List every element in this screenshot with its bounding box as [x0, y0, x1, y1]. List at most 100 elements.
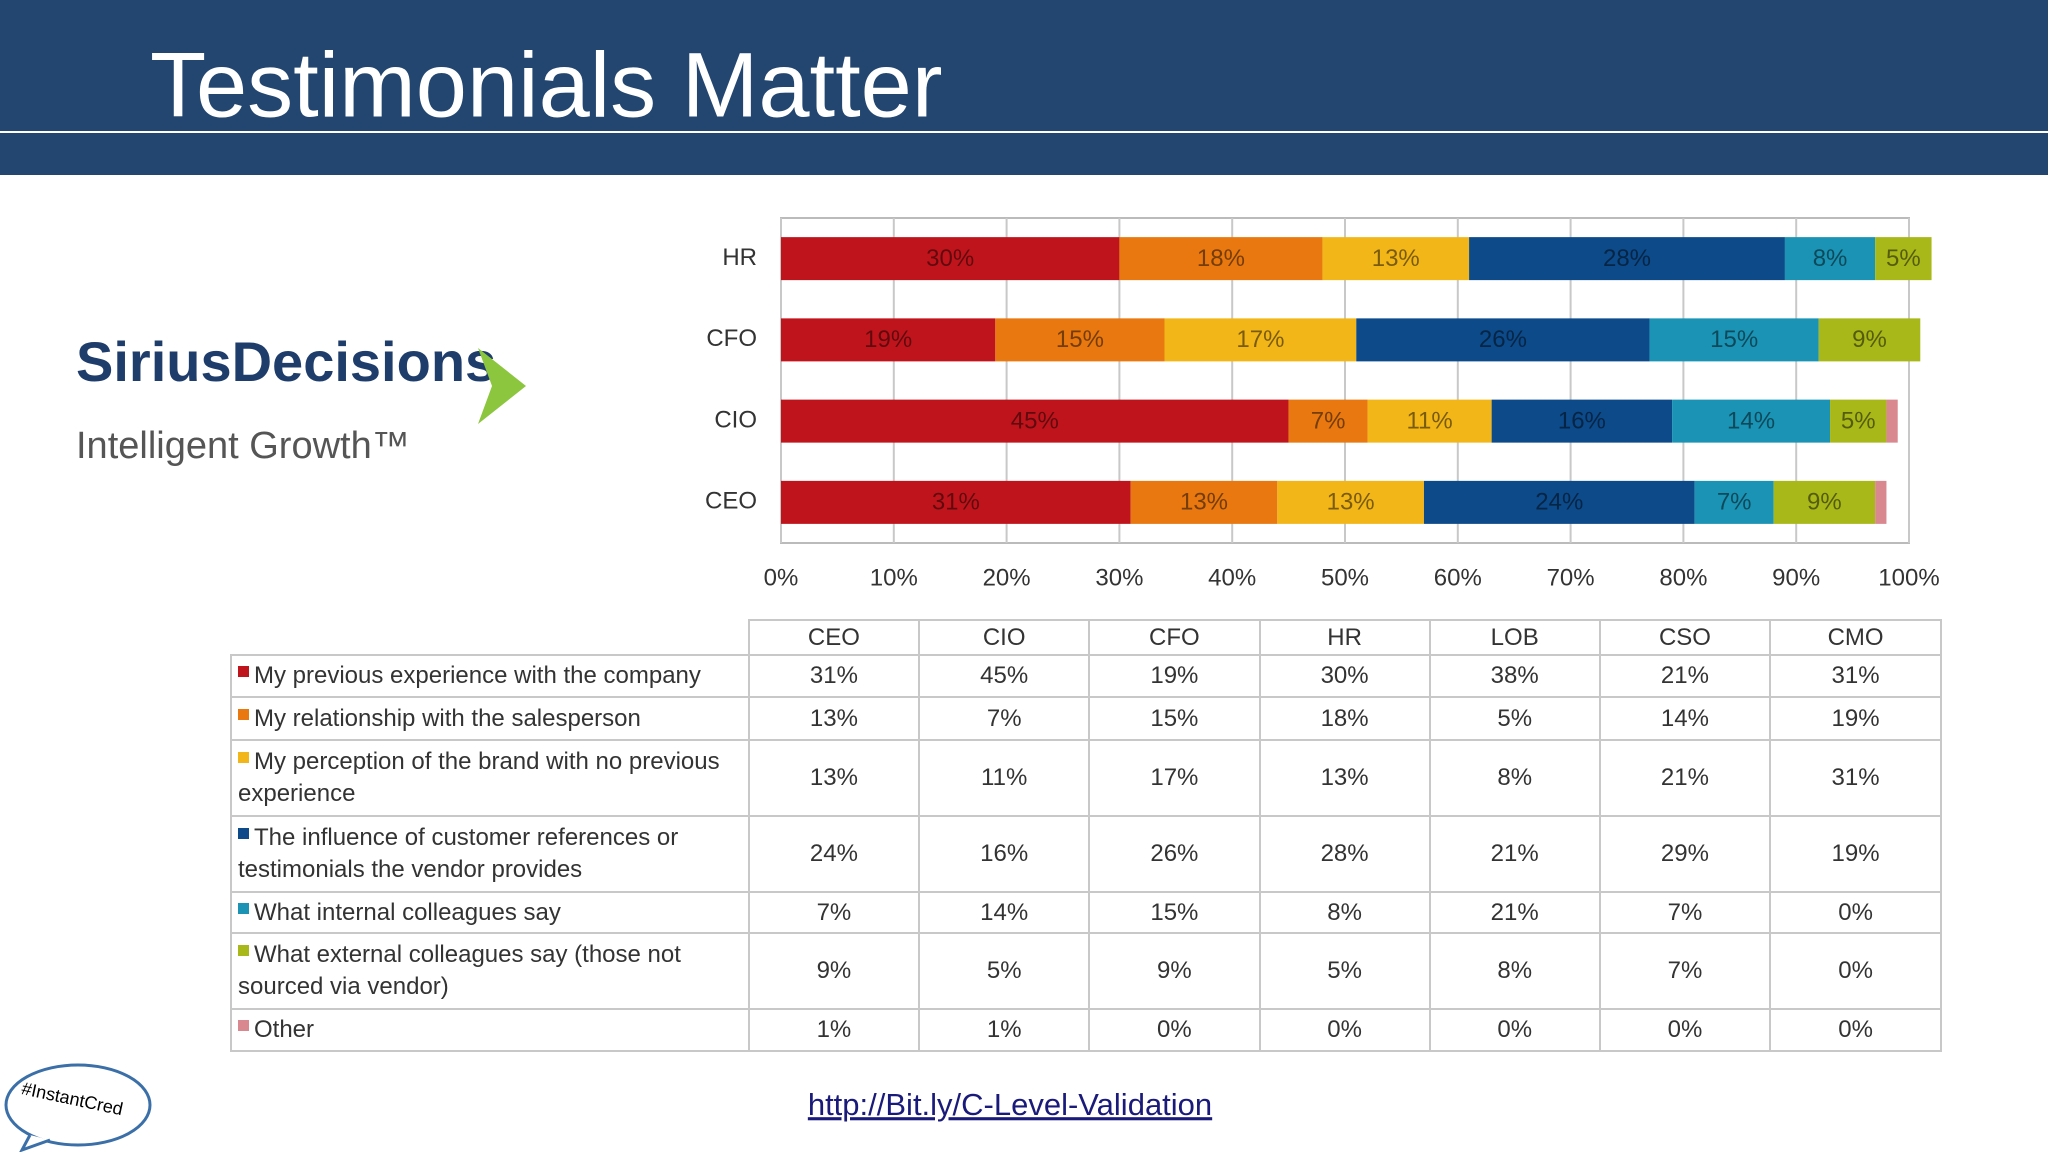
table-cell: 1%: [747, 1008, 921, 1052]
x-tick-label: 70%: [1547, 564, 1595, 591]
y-tick-label: CEO: [705, 488, 757, 515]
table-cell: 13%: [747, 696, 921, 741]
link[interactable]: http://Bit.ly/C-Level-Validation: [808, 1087, 1212, 1122]
table-cell: 31%: [747, 654, 921, 698]
speech-bubble: [4, 1063, 152, 1147]
row-label: What internal colleagues say: [254, 898, 561, 926]
table-cell: 29%: [1598, 815, 1772, 893]
table-cell: 24%: [747, 815, 921, 893]
bar-segment: [1784, 237, 1876, 281]
bar-segment: [781, 480, 1131, 524]
bar-value-label: 19%: [864, 326, 912, 353]
bar-segment: [1423, 480, 1695, 524]
bar-value-label: 31%: [932, 489, 980, 516]
table-cell: 7%: [747, 891, 921, 934]
table-cell: 0%: [1769, 891, 1942, 934]
legend-swatch: [238, 1020, 249, 1031]
bubble-tail: [19, 1134, 51, 1152]
bar-value-label: 13%: [1327, 489, 1375, 516]
bar-segment: [1491, 399, 1673, 443]
bar-value-label: 14%: [1727, 407, 1775, 434]
row-label: My relationship with the salesperson: [254, 704, 641, 732]
table-cell: 31%: [1769, 654, 1942, 698]
legend-swatch: [238, 945, 249, 956]
row-label-cell: My perception of the brand with no previ…: [230, 739, 750, 817]
table-cell: 18%: [1258, 696, 1431, 741]
y-tick-label: CIO: [714, 406, 757, 433]
bar-value-label: 13%: [1180, 489, 1228, 516]
x-tick-label: 60%: [1434, 564, 1482, 591]
table-cell: 31%: [1769, 739, 1942, 817]
bar-segment: [1649, 318, 1819, 362]
bar-value-label: 15%: [1710, 326, 1758, 353]
table-cell: 19%: [1769, 696, 1942, 741]
y-tick-label: CFO: [706, 325, 757, 352]
bar-segment: [1356, 318, 1650, 362]
table-cell: 0%: [1258, 1008, 1431, 1052]
table-cell: 21%: [1428, 891, 1601, 934]
table-cell: 19%: [1088, 654, 1261, 698]
bar-segment: [1694, 480, 1774, 524]
bar-segment: [781, 399, 1289, 443]
legend-swatch: [238, 752, 249, 763]
bar-segment: [1875, 480, 1887, 524]
table-cell: 21%: [1428, 815, 1601, 893]
table-row: My perception of the brand with no previ…: [230, 739, 1942, 817]
bar-segment: [1367, 399, 1492, 443]
bar-segment: [1322, 237, 1470, 281]
table-cell: 21%: [1598, 654, 1772, 698]
logo-arrow: [478, 348, 526, 424]
x-tick-label: 90%: [1772, 564, 1820, 591]
link-text[interactable]: http://Bit.ly/C-Level-Validation: [808, 1087, 1212, 1122]
table-cell: 0%: [1598, 1008, 1772, 1052]
table-cell: 0%: [1088, 1008, 1261, 1052]
bar-value-label: 5%: [1841, 407, 1876, 434]
table-row: What internal colleagues say 7% 14% 15% 8% 21…: [230, 891, 1942, 934]
bar-segment: [1672, 399, 1831, 443]
bar-value-label: 18%: [1197, 245, 1245, 272]
table-cell: 38%: [1428, 654, 1601, 698]
table-row: The influence of customer references or …: [230, 815, 1942, 893]
table-cell: 16%: [918, 815, 1091, 893]
bar-segment: [1886, 399, 1898, 443]
bar-segment: [1119, 237, 1323, 281]
legend-swatch: [238, 666, 249, 677]
bar-value-label: 17%: [1236, 326, 1284, 353]
x-tick-label: 10%: [870, 564, 918, 591]
bar-value-label: 7%: [1717, 489, 1752, 516]
bar-segment: [1130, 480, 1278, 524]
bar-segment: [1773, 480, 1876, 524]
data-table: CEO CIO CFO HR LOB CSO CMO My previous experien…: [230, 619, 1942, 1052]
table-cell: 8%: [1258, 891, 1431, 934]
table-cell: 45%: [918, 654, 1091, 698]
table-cell: 0%: [1769, 1008, 1942, 1052]
x-tick-label: 20%: [983, 564, 1031, 591]
column-header: CSO: [1598, 619, 1772, 656]
bar-value-label: 9%: [1807, 489, 1842, 516]
column-header: LOB: [1428, 619, 1601, 656]
y-tick-label: HR: [722, 244, 757, 271]
bar-value-label: 7%: [1311, 407, 1346, 434]
table-cell: 9%: [747, 932, 921, 1010]
legend-swatch: [238, 902, 249, 914]
table-cell: 5%: [1258, 932, 1431, 1010]
bar-value-label: 26%: [1479, 326, 1527, 353]
table-row: My relationship with the salesperson 13% 7…: [230, 696, 1942, 741]
table-row: Other 1% 1% 0% 0% 0% 0% 0%: [230, 1008, 1942, 1052]
bar-segment: [1818, 318, 1921, 362]
table-cell: 1%: [918, 1008, 1091, 1052]
bar-value-label: 5%: [1886, 245, 1921, 272]
header-band: [0, 0, 2048, 175]
x-tick-label: 0%: [764, 564, 799, 591]
bar-segment: [1830, 399, 1887, 443]
table-cell: 14%: [1598, 696, 1772, 741]
table-cell: 15%: [1088, 891, 1261, 934]
bar-value-label: 28%: [1603, 245, 1651, 272]
bar-segment: [995, 318, 1165, 362]
table-cell: 8%: [1428, 932, 1601, 1010]
bar-value-label: 8%: [1813, 245, 1848, 272]
bar-value-label: 24%: [1535, 489, 1583, 516]
row-label: My perception of the brand with no previ…: [238, 748, 720, 807]
column-header: CMO: [1769, 619, 1942, 656]
